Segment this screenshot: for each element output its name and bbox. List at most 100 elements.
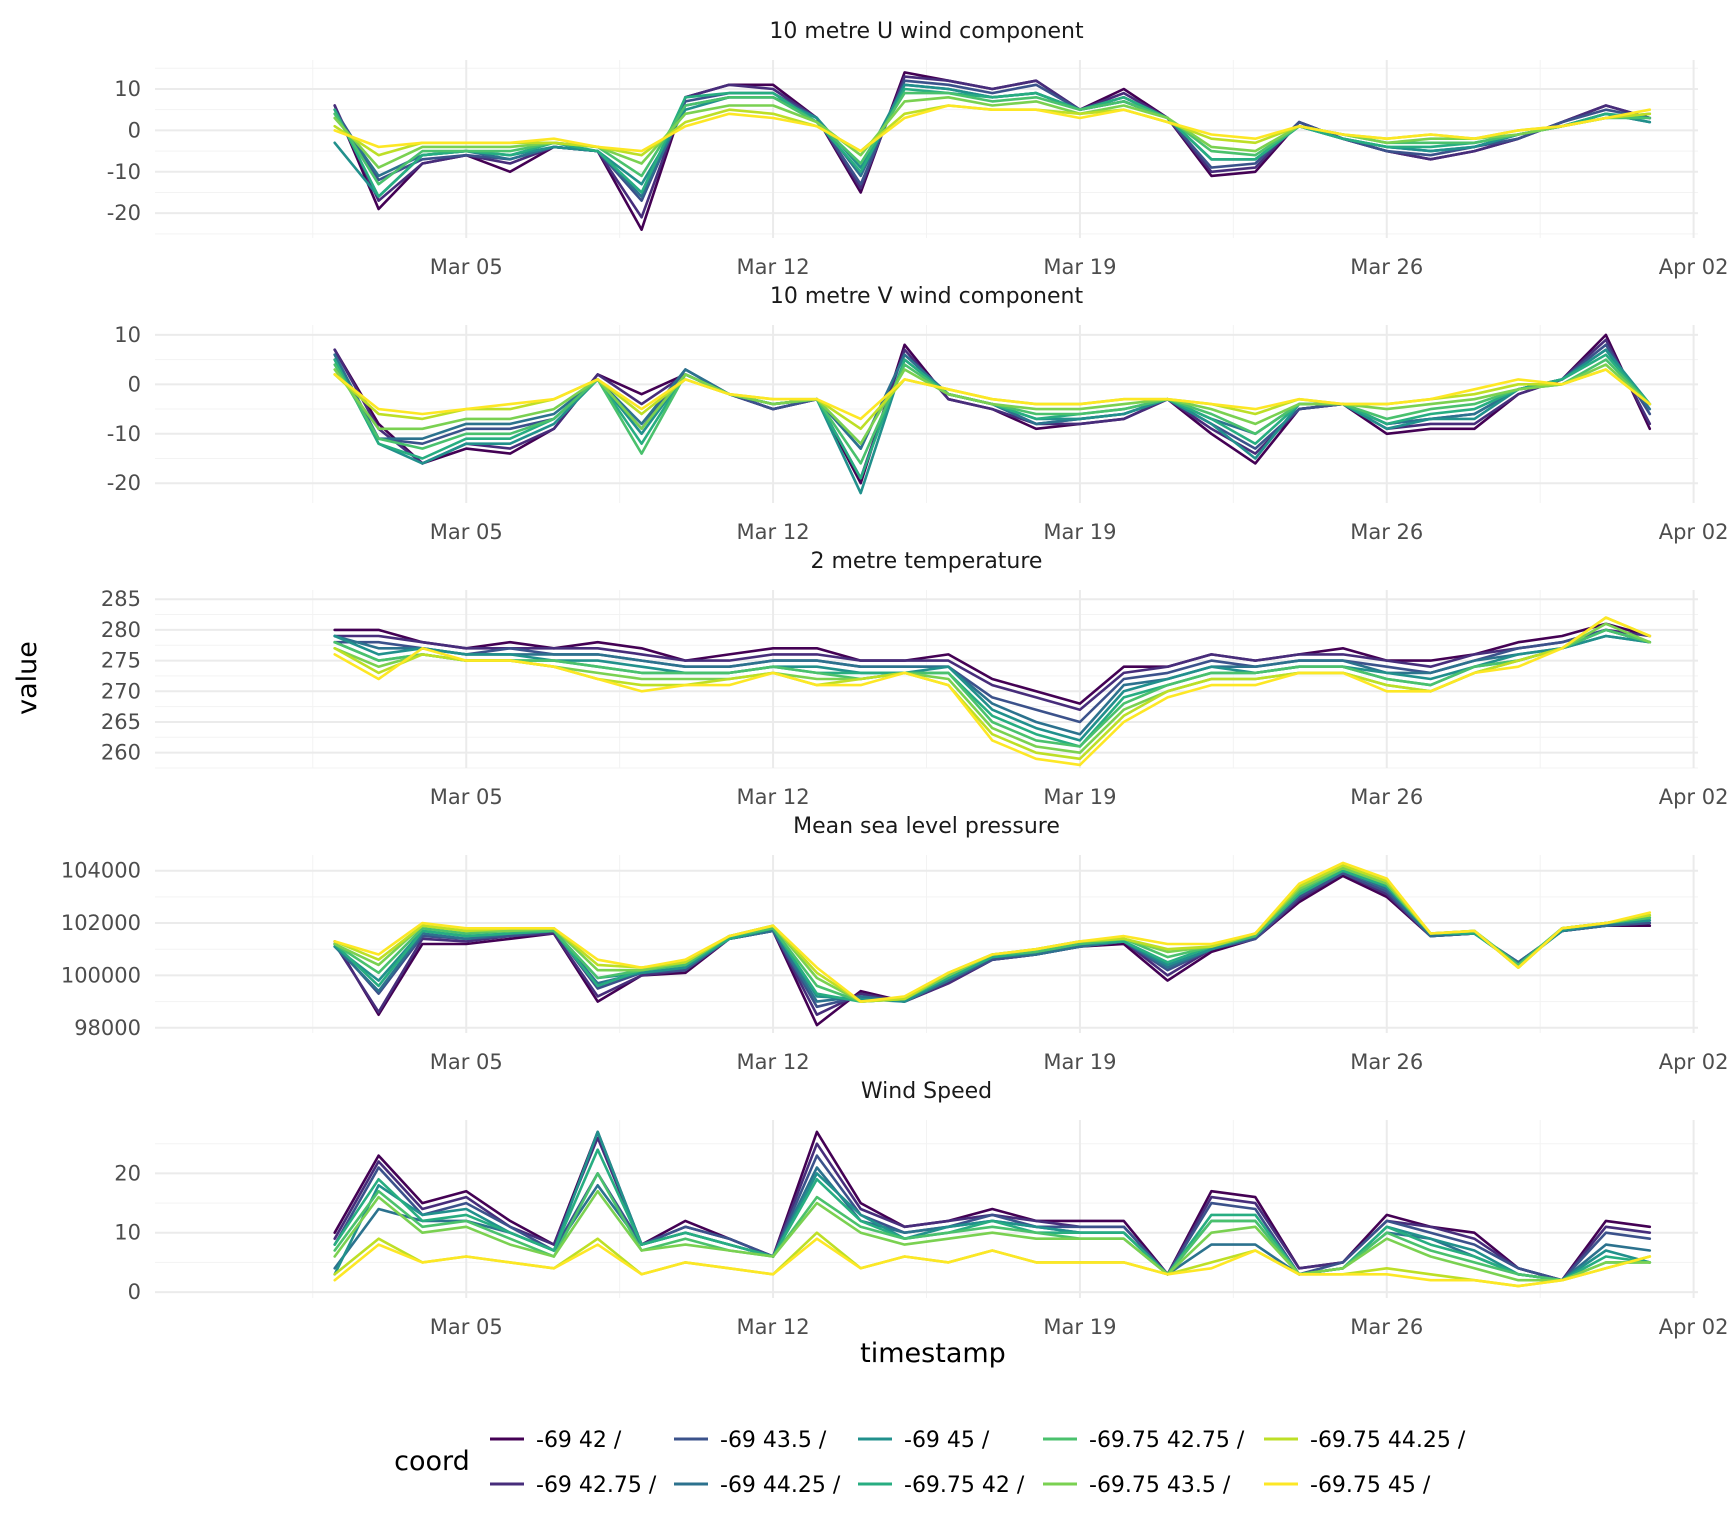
legend-label: -69.75 43.5 / xyxy=(1089,1473,1231,1498)
y-tick-label: 10 xyxy=(114,1221,141,1245)
x-tick-label: Mar 12 xyxy=(737,1315,810,1339)
series-line xyxy=(333,874,1652,1027)
legend-title: coord xyxy=(394,1446,470,1477)
x-axis-title: timestamp xyxy=(860,1338,1006,1369)
legend-label: -69 44.25 / xyxy=(720,1473,841,1498)
legend-item: -69.75 43.5 / xyxy=(1043,1473,1231,1498)
legend-item: -69.75 45 / xyxy=(1264,1473,1431,1498)
legend-item: -69.75 44.25 / xyxy=(1264,1428,1466,1453)
x-tick-label: Mar 26 xyxy=(1350,785,1423,809)
series-line xyxy=(333,871,1652,1017)
legend-label: -69.75 42 / xyxy=(904,1473,1025,1498)
series-line xyxy=(333,628,1652,748)
panel-title: 2 metre temperature xyxy=(811,549,1043,574)
y-tick-label: 0 xyxy=(128,372,141,396)
series-line xyxy=(333,1148,1652,1282)
legend-label: -69.75 42.75 / xyxy=(1089,1428,1245,1453)
legend-item: -69.75 42 / xyxy=(858,1473,1025,1498)
legend-item: -69 42.75 / xyxy=(490,1473,657,1498)
legend: -69 42 / -69 42.75 / -69 43.5 / -69 44.25 /… xyxy=(490,1428,1466,1498)
series-line xyxy=(333,363,1652,446)
x-tick-label: Mar 05 xyxy=(430,520,503,544)
x-tick-label: Mar 05 xyxy=(430,785,503,809)
x-tick-label: Mar 19 xyxy=(1043,785,1116,809)
legend-label: -69 42.75 / xyxy=(536,1473,657,1498)
panel-5: Wind Speed 0 10 20 Mar 05 Mar 12 Mar 19 Mar 26 A… xyxy=(114,1079,1728,1339)
x-tick-label: Mar 12 xyxy=(737,785,810,809)
series-line xyxy=(333,1130,1652,1282)
y-tick-label: 0 xyxy=(128,118,141,142)
series-line xyxy=(333,1189,1652,1282)
legend-item: -69 42 / xyxy=(490,1428,622,1453)
legend-label: -69.75 44.25 / xyxy=(1310,1428,1466,1453)
series-line xyxy=(333,338,1652,480)
y-tick-label: -10 xyxy=(107,160,141,184)
y-tick-label: 10 xyxy=(114,323,141,347)
legend-label: -69.75 45 / xyxy=(1310,1473,1431,1498)
panel-1: 10 metre U wind component -20 -10 0 10 Mar 05… xyxy=(107,19,1728,279)
y-tick-label: 265 xyxy=(101,710,141,734)
series-line xyxy=(333,368,1652,421)
x-tick-label: Apr 02 xyxy=(1659,785,1728,809)
series-line xyxy=(333,628,1652,712)
panel-4: Mean sea level pressure 98000 100000 102000… xyxy=(61,814,1728,1074)
x-tick-label: Apr 02 xyxy=(1659,1050,1728,1074)
y-tick-label: 100000 xyxy=(61,963,141,987)
panel-title: Wind Speed xyxy=(861,1079,992,1104)
facet-panels: 10 metre U wind component -20 -10 0 10 Mar 05… xyxy=(61,19,1728,1339)
y-tick-label: 275 xyxy=(101,649,141,673)
x-tick-label: Mar 12 xyxy=(737,255,810,279)
y-tick-label: 20 xyxy=(114,1161,141,1185)
y-tick-label: -10 xyxy=(107,422,141,446)
x-tick-label: Apr 02 xyxy=(1659,255,1728,279)
series-line xyxy=(333,634,1652,736)
y-tick-label: 104000 xyxy=(61,859,141,883)
x-tick-label: Apr 02 xyxy=(1659,520,1728,544)
y-tick-label: 98000 xyxy=(74,1016,141,1040)
x-tick-label: Mar 26 xyxy=(1350,520,1423,544)
panel-title: Mean sea level pressure xyxy=(793,814,1060,839)
x-tick-label: Mar 19 xyxy=(1043,255,1116,279)
y-tick-label: 260 xyxy=(101,741,141,765)
series-line xyxy=(333,861,1652,1003)
panel-title: 10 metre V wind component xyxy=(770,284,1084,309)
x-tick-label: Mar 19 xyxy=(1043,1315,1116,1339)
y-tick-label: -20 xyxy=(107,471,141,495)
x-tick-label: Mar 05 xyxy=(430,1050,503,1074)
y-axis-title: value xyxy=(12,641,43,715)
series-line xyxy=(333,871,1652,1009)
y-tick-label: -20 xyxy=(107,201,141,225)
series-line xyxy=(333,348,1652,495)
legend-label: -69 42 / xyxy=(536,1428,622,1453)
panel-3: 2 metre temperature 260 265 270 275 280 285 Mar… xyxy=(101,549,1728,809)
legend-item: -69.75 42.75 / xyxy=(1043,1428,1245,1453)
series-line xyxy=(333,1237,1652,1288)
x-tick-label: Mar 26 xyxy=(1350,255,1423,279)
x-tick-label: Mar 05 xyxy=(430,255,503,279)
x-tick-label: Mar 26 xyxy=(1350,1050,1423,1074)
legend-item: -69 43.5 / xyxy=(674,1428,827,1453)
panel-2: 10 metre V wind component -20 -10 0 10 Mar 05… xyxy=(107,284,1728,544)
x-tick-label: Mar 26 xyxy=(1350,1315,1423,1339)
y-tick-label: 102000 xyxy=(61,911,141,935)
y-tick-label: 270 xyxy=(101,679,141,703)
series-line xyxy=(333,616,1652,767)
series-line xyxy=(333,1130,1652,1282)
legend-item: -69 44.25 / xyxy=(674,1473,841,1498)
series-line xyxy=(333,96,1652,169)
x-tick-label: Mar 05 xyxy=(430,1315,503,1339)
legend-label: -69 45 / xyxy=(904,1428,990,1453)
legend-item: -69 45 / xyxy=(858,1428,990,1453)
panel-title: 10 metre U wind component xyxy=(769,19,1084,44)
y-tick-label: 0 xyxy=(128,1280,141,1304)
y-tick-label: 280 xyxy=(101,618,141,642)
x-tick-label: Mar 19 xyxy=(1043,1050,1116,1074)
y-tick-label: 10 xyxy=(114,77,141,101)
x-tick-label: Mar 12 xyxy=(737,520,810,544)
series-line xyxy=(333,104,1652,153)
y-tick-label: 285 xyxy=(101,587,141,611)
x-tick-label: Mar 19 xyxy=(1043,520,1116,544)
legend-label: -69 43.5 / xyxy=(720,1428,827,1453)
x-tick-label: Apr 02 xyxy=(1659,1315,1728,1339)
